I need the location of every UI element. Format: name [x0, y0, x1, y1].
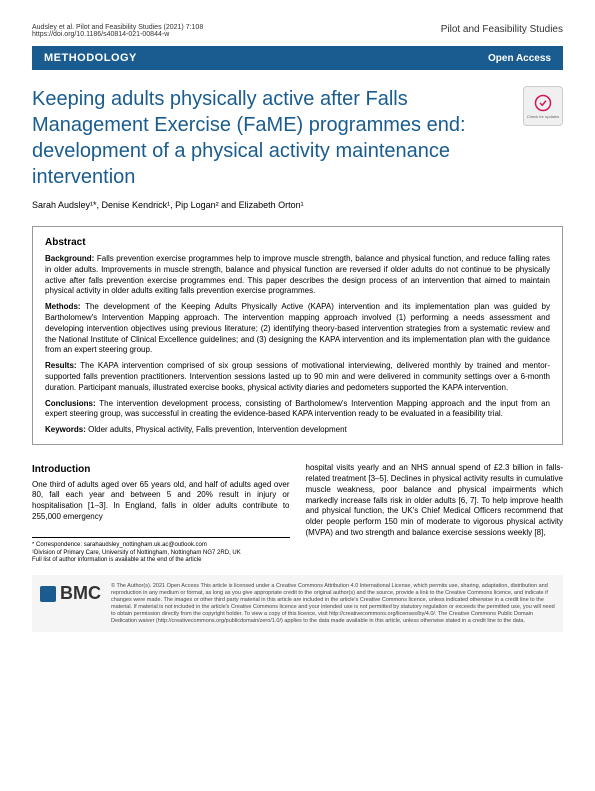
methods-text: The development of the Keeping Adults Ph… — [45, 302, 550, 354]
intro-text-right: hospital visits yearly and an NHS annual… — [306, 463, 564, 539]
abstract-methods: Methods: The development of the Keeping … — [45, 302, 550, 356]
open-access-label: Open Access — [488, 53, 551, 64]
conclusions-label: Conclusions: — [45, 399, 96, 408]
check-updates-icon — [534, 94, 552, 112]
body-columns: Introduction One third of adults aged ov… — [32, 463, 563, 565]
authors: Sarah Audsley¹*, Denise Kendrick¹, Pip L… — [32, 200, 563, 210]
introduction-heading: Introduction — [32, 463, 290, 477]
article-category: METHODOLOGY — [44, 52, 137, 64]
header-row: Audsley et al. Pilot and Feasibility Stu… — [32, 24, 563, 38]
right-column: hospital visits yearly and an NHS annual… — [306, 463, 564, 565]
journal-name: Pilot and Feasibility Studies — [441, 24, 563, 35]
keywords-text: Older adults, Physical activity, Falls p… — [88, 425, 347, 434]
article-title: Keeping adults physically active after F… — [32, 86, 511, 190]
abstract-heading: Abstract — [45, 237, 550, 248]
check-updates-text: Check for updates — [527, 114, 559, 119]
bmc-logo-text: BMC — [60, 583, 101, 604]
title-row: Keeping adults physically active after F… — [32, 86, 563, 190]
citation-block: Audsley et al. Pilot and Feasibility Stu… — [32, 24, 203, 38]
affiliation: ¹Division of Primary Care, University of… — [32, 550, 290, 558]
left-column: Introduction One third of adults aged ov… — [32, 463, 290, 565]
license-row: BMC © The Author(s). 2021 Open Access Th… — [32, 575, 563, 632]
category-banner: METHODOLOGY Open Access — [32, 46, 563, 70]
keywords-row: Keywords: Older adults, Physical activit… — [45, 425, 550, 434]
conclusions-text: The intervention development process, co… — [45, 399, 550, 419]
methods-label: Methods: — [45, 302, 81, 311]
abstract-conclusions: Conclusions: The intervention developmen… — [45, 399, 550, 421]
correspondence-footer: * Correspondence: sarahaudsley_nottingha… — [32, 537, 290, 565]
abstract-background: Background: Falls prevention exercise pr… — [45, 254, 550, 297]
license-text: © The Author(s). 2021 Open Access This a… — [111, 583, 555, 624]
citation: Audsley et al. Pilot and Feasibility Stu… — [32, 24, 203, 31]
results-label: Results: — [45, 361, 77, 370]
check-updates-badge[interactable]: Check for updates — [523, 86, 563, 126]
correspondence-email: * Correspondence: sarahaudsley_nottingha… — [32, 542, 290, 550]
keywords-label: Keywords: — [45, 425, 86, 434]
background-text: Falls prevention exercise programmes hel… — [45, 254, 550, 295]
background-label: Background: — [45, 254, 94, 263]
results-text: The KAPA intervention comprised of six g… — [45, 361, 550, 392]
doi: https://doi.org/10.1186/s40814-021-00844… — [32, 31, 203, 38]
full-author-info: Full list of author information is avail… — [32, 557, 290, 565]
bmc-logo: BMC — [40, 583, 101, 604]
intro-text-left: One third of adults aged over 65 years o… — [32, 480, 290, 523]
abstract-box: Abstract Background: Falls prevention ex… — [32, 226, 563, 445]
abstract-results: Results: The KAPA intervention comprised… — [45, 361, 550, 393]
